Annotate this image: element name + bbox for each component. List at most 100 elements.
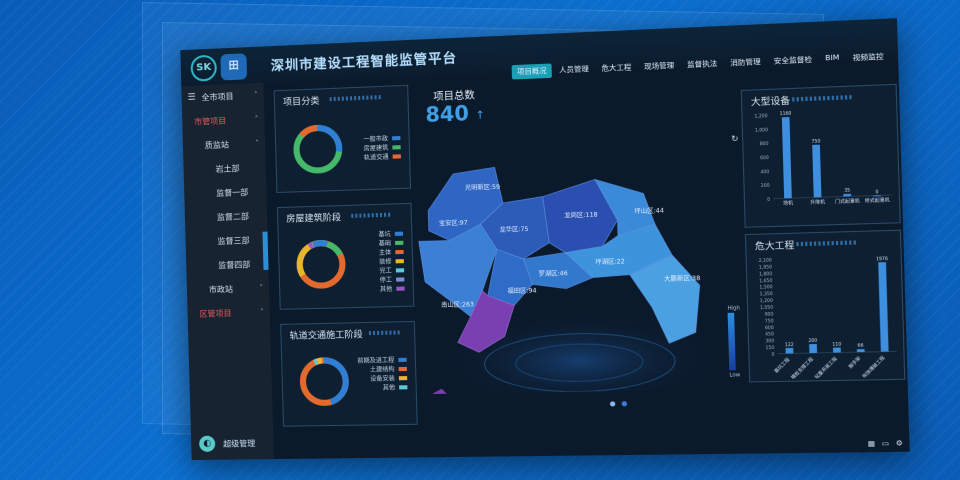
bar-value-label: 200 [808,338,817,343]
sidebar-item[interactable]: 监督一部 [184,179,267,206]
y-tick-label: 150 [766,345,775,350]
legend-label: 土建结构 [370,364,395,374]
district-label: 福田区:94 [507,285,536,295]
sidebar-item[interactable]: 监督二部 [185,203,268,230]
sidebar-collapse-handle[interactable] [262,232,268,270]
sidebar-item[interactable]: 市管项目 ˄ [182,107,265,134]
legend-swatch [395,240,403,244]
sidebar-item-label: 区管项目 [199,307,231,319]
title-decoration [330,95,381,101]
bar [786,348,794,354]
legend-label: 其他 [380,284,393,293]
nav-tab[interactable]: 消防管理 [725,54,767,70]
building-stage-legend: 基坑 基础 主体 装修 完工 停工 其他 [378,229,404,294]
y-tick-label: 1,500 [759,284,773,290]
bar-value-label: 0 [875,189,878,194]
dangerous-works-panel: 危大工程 0 150 300 450 600 750 900 1,050 1,200 1,350 1… [745,230,905,383]
rail-stage-legend: 前期及进工程 土建结构 设备安装 其他 [357,355,407,392]
legend-label: 装修 [379,256,392,265]
x-tick-label: 脚手架 [847,354,863,370]
refresh-icon[interactable]: ↻ [731,134,739,144]
bar [833,348,841,353]
sidebar-item[interactable]: ☰ 全市项目 ˄ [181,83,264,110]
logo-grid-icon: 田 [220,53,247,80]
sidebar-item[interactable]: 区管项目 ˅ [187,300,270,326]
legend-item: 其他 [358,382,408,392]
district-label: 南山区:263 [441,299,474,309]
x-tick-label: 塔机 [783,199,794,207]
legend-label: 主体 [379,247,392,256]
carousel-dot[interactable] [610,401,615,406]
scale-low-label: Low [729,372,740,378]
y-tick-label: 2,100 [759,257,773,263]
scale-high-label: High [727,305,740,312]
y-tick-label: 1,000 [755,127,769,133]
district-label: 宝安区:97 [439,217,468,227]
nav-tab[interactable]: 危大工程 [596,60,637,76]
district-label: 坪湖区:22 [595,256,625,266]
sidebar-item-label: 质监站 [205,139,229,151]
x-tick-label: 升降机 [810,198,826,206]
y-tick-label: 1,050 [760,305,774,311]
legend-label: 轨道交通 [364,152,389,162]
legend-swatch [395,231,403,235]
carousel-dot[interactable] [622,401,627,406]
x-tick-label: 桥式起重机 [865,196,891,204]
building-stage-panel: 房屋建筑阶段 基坑 基础 主体 装修 完工 停工 其他 [277,203,415,310]
bar [782,117,792,198]
chevron-icon: ˄ [255,139,259,147]
y-tick-label: 0 [767,197,770,202]
grid-icon[interactable]: ▦ [868,439,876,448]
nav-tab[interactable]: 安全监督检 [768,52,818,69]
y-tick-label: 450 [765,331,774,336]
legend-label: 停工 [380,275,393,284]
color-scale-bar [728,313,736,371]
bar-value-label: 110 [832,341,841,346]
chevron-icon: ˅ [260,308,264,316]
legend-swatch [395,249,403,253]
bar [809,344,817,353]
nav-tab[interactable]: 人员管理 [554,62,595,78]
y-tick-label: 1,350 [760,291,774,297]
nav-tab[interactable]: 监督执法 [681,56,722,72]
bar-value-label: 1160 [780,111,792,117]
large-equipment-panel: 大型设备 0 200 400 600 800 1,000 1,200 1160 塔机 750 升降机… [741,84,901,228]
district-label: 光明新区:59 [465,182,500,192]
sidebar-item[interactable]: 市政站 ˅ [187,276,270,302]
legend-label: 其他 [383,382,396,391]
settings-icon[interactable]: ⚙ [896,439,903,448]
sidebar-item[interactable]: 监督四部 [186,252,269,278]
legend-label: 基础 [379,238,392,247]
total-number: 840 [425,101,469,127]
sidebar-item-label: 监督二部 [217,211,249,223]
legend-label: 基坑 [378,229,391,239]
nav-tab[interactable]: 视频监控 [847,49,889,66]
carousel-dots [610,401,627,406]
nav-tab[interactable]: 项目概况 [512,63,552,79]
window-icon[interactable]: ▭ [882,439,890,448]
title-decoration [792,95,854,102]
top-nav: 项目概况 人员管理 危大工程 现场管理 监督执法 消防管理 安全监督检 BIM 视频监控 [512,49,890,79]
sidebar-item[interactable]: 岩土部 [183,155,266,182]
sidebar-item[interactable]: 监督三部 [185,228,268,254]
sidebar-item-label: 监督一部 [216,186,248,198]
menu-icon: ☰ [187,93,195,103]
sidebar-item[interactable]: 质监站 ˄ [183,131,266,158]
app-title: 深圳市建设工程智能监管平台 [271,47,458,74]
user-area[interactable]: ◐ 超级管理 [199,435,255,452]
legend-swatch [396,268,404,272]
project-type-donut [290,121,346,178]
legend-label: 设备安装 [370,373,395,383]
project-type-legend: 一般市政 房屋建筑 轨道交通 [363,133,401,162]
nav-tab[interactable]: BIM [819,51,845,67]
y-tick-label: 1,650 [759,278,773,284]
avatar[interactable]: ◐ [199,436,215,452]
title-decoration [369,330,402,335]
sidebar-item-label: 岩土部 [215,163,239,175]
nav-tab[interactable]: 现场管理 [639,58,680,74]
legend-item: 其他 [380,283,405,293]
chevron-icon: ˅ [259,284,263,292]
bar [857,349,865,352]
logo-mark-icon: SK [190,55,217,82]
sidebar-item-label: 市政站 [209,283,233,295]
